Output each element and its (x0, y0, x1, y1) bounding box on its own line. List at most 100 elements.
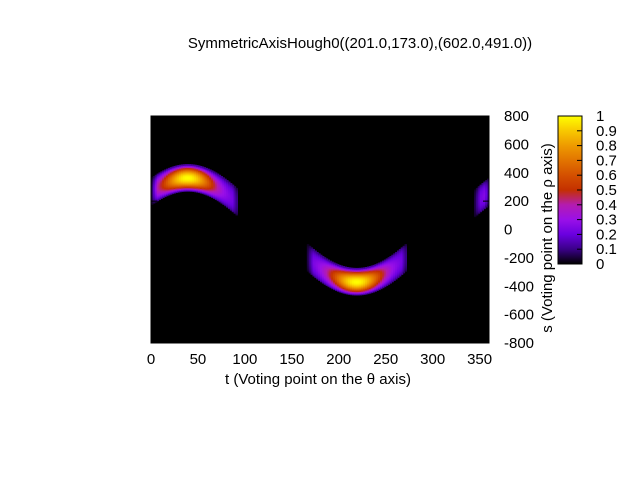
heat-cell (381, 263, 385, 266)
heat-cell (162, 192, 165, 195)
heat-cell (475, 205, 479, 208)
heat-cell (164, 169, 167, 172)
heat-cell (381, 277, 385, 280)
heat-cell (374, 273, 377, 275)
heat-cell (214, 198, 218, 201)
heat-cell (387, 268, 391, 271)
heat-cell (402, 266, 406, 268)
heat-cell (335, 263, 338, 266)
heat-cell (387, 281, 391, 284)
heat-cell (182, 166, 186, 169)
heat-cell (199, 171, 203, 174)
heat-cell (207, 169, 210, 172)
heat-cell (205, 171, 208, 173)
heat-cell (327, 275, 330, 278)
heat-cell (192, 170, 195, 172)
heat-cell (483, 205, 486, 207)
heat-cell (227, 192, 231, 195)
heat-cell (205, 190, 208, 193)
heat-cell (338, 280, 342, 283)
heat-cell (182, 184, 186, 187)
heat-cell (173, 188, 177, 191)
heat-cell (391, 278, 394, 281)
heat-cell (404, 260, 407, 263)
heat-cell (197, 171, 201, 173)
heat-cell (154, 187, 158, 189)
heat-cell (329, 262, 332, 265)
heat-cell (336, 286, 340, 289)
heat-cell (351, 279, 355, 281)
heat-cell (376, 275, 379, 278)
heat-cell (207, 168, 210, 171)
heat-cell (220, 198, 223, 201)
heat-cell (380, 263, 383, 266)
heat-cell (207, 189, 210, 192)
heat-cell (320, 258, 323, 260)
heat-cell (365, 287, 368, 289)
heat-cell (156, 187, 160, 189)
heat-cell (329, 284, 332, 286)
heat-cell (156, 179, 160, 181)
heat-cell (396, 257, 400, 259)
heat-cell (348, 275, 351, 277)
heat-cell (162, 187, 165, 190)
heat-cell (209, 189, 212, 192)
heat-cell (192, 168, 195, 171)
heat-cell (363, 274, 366, 276)
heat-cell (359, 291, 362, 294)
heat-cell (340, 270, 344, 272)
heat-cell (327, 276, 330, 279)
heat-cell (203, 178, 207, 181)
heat-cell (158, 196, 161, 198)
heat-cell (308, 261, 312, 264)
heat-cell (378, 280, 381, 283)
heat-cell (361, 283, 364, 286)
heat-cell (224, 178, 227, 181)
heat-cell (385, 264, 389, 266)
heat-cell (229, 198, 233, 201)
heat-cell (475, 210, 479, 213)
heat-cell (396, 266, 400, 268)
heat-cell (227, 182, 231, 185)
heat-cell (342, 290, 346, 293)
heat-cell (167, 192, 171, 195)
heat-cell (344, 290, 347, 292)
heat-cell (359, 281, 362, 283)
heat-cell (381, 261, 385, 264)
heat-cell (314, 254, 317, 257)
heat-cell (186, 168, 190, 171)
heat-cell (396, 274, 400, 276)
heat-cell (321, 269, 325, 272)
heat-cell (167, 170, 171, 172)
heat-cell (318, 262, 321, 265)
heat-cell (226, 204, 229, 207)
heat-cell (306, 255, 310, 258)
heat-cell (203, 169, 207, 172)
heat-cell (370, 271, 374, 273)
heat-cell (151, 197, 154, 200)
heat-cell (366, 268, 370, 271)
heat-cell (404, 244, 407, 246)
heat-cell (220, 186, 223, 188)
heat-cell (368, 278, 372, 281)
heat-cell (158, 173, 161, 176)
heat-cell (164, 174, 167, 176)
heat-cell (335, 288, 338, 290)
heat-cell (475, 193, 479, 196)
heat-cell (320, 274, 323, 277)
heat-cell (212, 180, 216, 183)
heat-cell (222, 190, 225, 193)
heat-cell (357, 281, 361, 284)
heat-cell (395, 263, 398, 265)
heat-cell (487, 186, 489, 189)
heat-cell (312, 255, 315, 258)
heat-cell (229, 184, 233, 186)
heat-cell (175, 168, 178, 171)
heat-cell (376, 288, 379, 290)
heat-cell (220, 177, 223, 179)
heat-cell (380, 287, 383, 290)
heat-cell (169, 184, 173, 186)
heat-cell (327, 259, 330, 262)
heat-cell (156, 192, 160, 195)
heat-cell (226, 190, 229, 192)
